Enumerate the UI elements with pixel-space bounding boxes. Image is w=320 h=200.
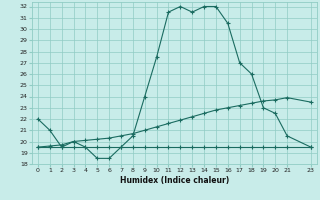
X-axis label: Humidex (Indice chaleur): Humidex (Indice chaleur): [120, 176, 229, 185]
